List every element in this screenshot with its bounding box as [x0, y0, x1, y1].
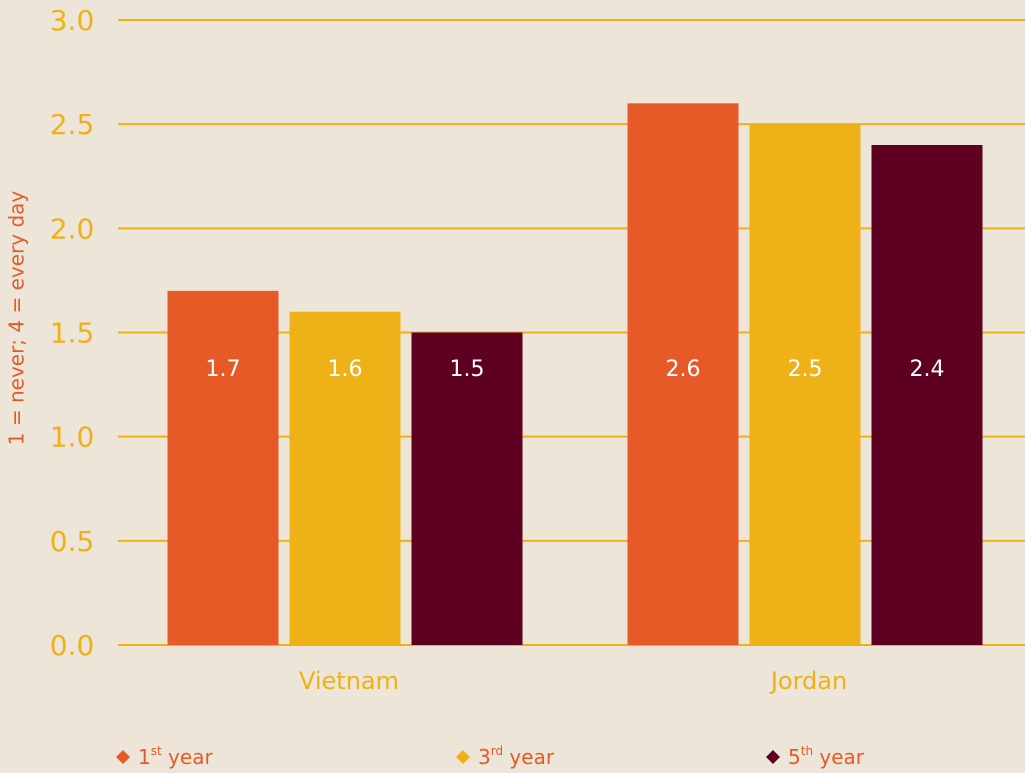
- legend-label: 1st year: [138, 744, 213, 769]
- legend-marker: [116, 750, 130, 764]
- legend-marker: [456, 750, 470, 764]
- value-label: 2.6: [666, 357, 701, 382]
- y-tick-label: 1.5: [50, 317, 95, 350]
- value-label: 1.7: [206, 357, 241, 382]
- value-label: 2.4: [910, 357, 945, 382]
- y-tick-label: 0.5: [50, 525, 95, 558]
- y-tick-label: 3.0: [50, 4, 95, 37]
- bar: [749, 124, 861, 645]
- y-axis-label: 1 = never; 4 = every day: [5, 191, 29, 446]
- bar: [411, 332, 523, 645]
- bar: [871, 145, 983, 645]
- y-tick-label: 1.0: [50, 421, 95, 454]
- value-label: 1.5: [450, 357, 485, 382]
- value-label: 1.6: [328, 357, 363, 382]
- legend-label: 5th year: [788, 744, 865, 769]
- y-tick-label: 2.5: [50, 108, 95, 141]
- y-tick-label: 0.0: [50, 629, 95, 662]
- x-tick-label: Vietnam: [299, 667, 399, 695]
- x-tick-label: Jordan: [769, 667, 847, 695]
- value-label: 2.5: [788, 357, 823, 382]
- legend-label: 3rd year: [478, 744, 555, 769]
- bar: [627, 103, 739, 646]
- bar: [167, 290, 279, 645]
- y-tick-label: 2.0: [50, 212, 95, 245]
- bar: [289, 311, 401, 645]
- legend-marker: [766, 750, 780, 764]
